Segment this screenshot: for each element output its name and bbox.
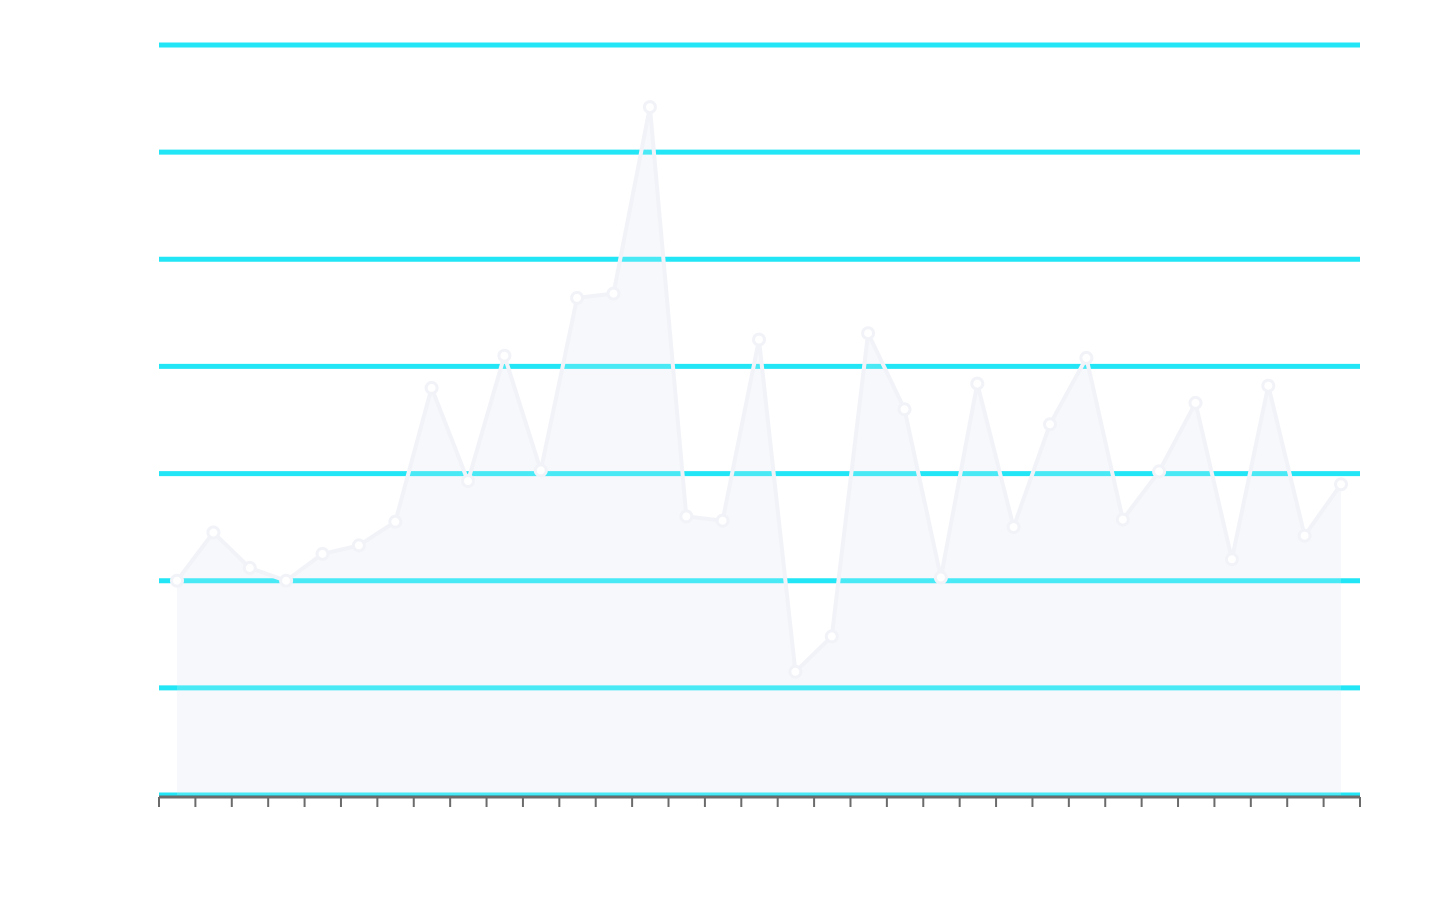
line-layer: [175, 105, 1343, 796]
data-point: [933, 570, 948, 585]
data-point: [861, 326, 876, 341]
grid-layer: [159, 42, 1360, 798]
data-point: [715, 513, 730, 528]
data-point: [170, 573, 184, 588]
data-point: [388, 514, 403, 529]
area-fill: [177, 107, 1341, 796]
data-point: [752, 332, 766, 347]
point-layer: [170, 100, 1348, 679]
data-point: [497, 348, 512, 363]
data-point: [897, 402, 912, 417]
data-point: [533, 463, 548, 478]
data-point: [315, 546, 330, 561]
data-point: [1079, 350, 1094, 365]
data-point: [1261, 378, 1276, 393]
data-point: [206, 525, 221, 540]
data-point: [1152, 464, 1167, 479]
data-point: [570, 290, 585, 305]
data-point: [606, 286, 621, 301]
x-axis: [158, 795, 1361, 807]
data-point: [1006, 520, 1021, 535]
data-point: [1043, 417, 1057, 432]
data-point: [351, 538, 366, 553]
data-point: [461, 474, 475, 489]
data-point: [970, 376, 985, 391]
data-point: [788, 664, 803, 679]
data-point: [1297, 528, 1312, 543]
data-point: [1115, 512, 1130, 527]
data-point: [424, 380, 439, 395]
data-point: [1334, 477, 1348, 492]
data-point: [242, 560, 257, 575]
data-point: [642, 100, 657, 115]
data-point: [679, 509, 694, 524]
data-point: [1224, 552, 1239, 567]
data-point: [279, 573, 294, 588]
data-point: [1188, 395, 1203, 410]
area-veil: [177, 107, 1341, 796]
data-point: [824, 629, 839, 644]
area-layer: [177, 107, 1341, 796]
